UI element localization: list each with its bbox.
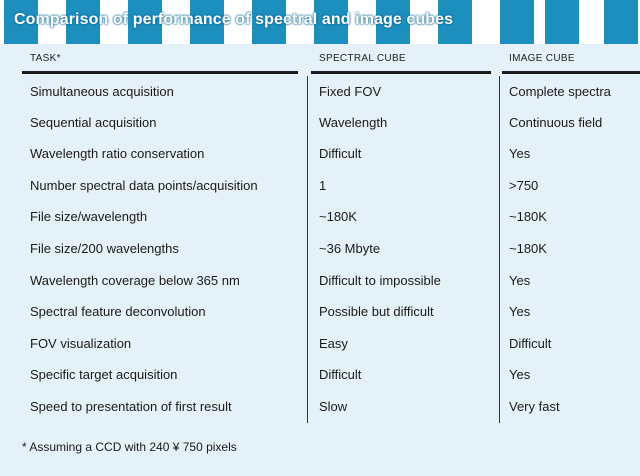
column-header-image-cube: IMAGE CUBE: [509, 53, 575, 64]
image-cube-cell: ~180K: [509, 241, 547, 256]
task-cell: Wavelength coverage below 365 nm: [30, 273, 240, 288]
spectral-cube-cell: Easy: [319, 336, 348, 351]
spectral-cube-cell: 1: [319, 178, 327, 193]
image-cube-cell: Very fast: [509, 399, 560, 414]
task-cell: Sequential acquisition: [30, 115, 157, 130]
banner-stripe: [128, 0, 162, 44]
task-cell: File size/wavelength: [30, 209, 148, 224]
table-row: Wavelength ratio conservation Difficult …: [0, 138, 640, 169]
task-cell: Wavelength ratio conservation: [30, 146, 205, 161]
banner-stripe: [500, 0, 534, 44]
header-rule: [22, 71, 298, 74]
spectral-cube-cell: Fixed FOV: [319, 84, 382, 99]
image-cube-cell: Difficult: [509, 336, 552, 351]
spectral-cube-cell: Difficult to impossible: [319, 273, 441, 288]
table-row: Spectral feature deconvolution Possible …: [0, 296, 640, 327]
spectral-cube-cell: ~36 Mbyte: [319, 241, 381, 256]
image-cube-cell: Yes: [509, 304, 531, 319]
image-cube-cell: >750: [509, 178, 539, 193]
spectral-cube-cell: Slow: [319, 399, 348, 414]
task-cell: File size/200 wavelengths: [30, 241, 179, 256]
table-footnote: * Assuming a CCD with 240 ¥ 750 pixels: [22, 440, 237, 454]
banner-stripe: [604, 0, 638, 44]
task-cell: Number spectral data points/acquisition: [30, 178, 258, 193]
banner-stripe: [252, 0, 286, 44]
task-cell: Specific target acquisition: [30, 367, 178, 382]
spectral-cube-cell: Difficult: [319, 146, 362, 161]
header-rule: [502, 71, 640, 74]
table-row: File size/200 wavelengths ~36 Mbyte ~180…: [0, 233, 640, 264]
banner-stripe: [376, 0, 410, 44]
table-row: Sequential acquisition Wavelength Contin…: [0, 107, 640, 138]
header-rule: [311, 71, 491, 74]
spectral-cube-cell: Possible but difficult: [319, 304, 434, 319]
table-row: Number spectral data points/acquisition …: [0, 170, 640, 201]
spectral-cube-cell: Difficult: [319, 367, 362, 382]
image-cube-cell: Complete spectra: [509, 84, 611, 99]
table-row: Simultaneous acquisition Fixed FOV Compl…: [0, 76, 640, 107]
image-cube-cell: Yes: [509, 273, 531, 288]
image-cube-cell: Yes: [509, 146, 531, 161]
table-title: Comparison of performance of spectral an…: [14, 11, 454, 28]
banner-stripe: [438, 0, 472, 44]
task-cell: FOV visualization: [30, 336, 132, 351]
column-header-spectral-cube: SPECTRAL CUBE: [319, 53, 406, 64]
table-row: Wavelength coverage below 365 nm Difficu…: [0, 265, 640, 296]
title-banner: Comparison of performance of spectral an…: [0, 0, 640, 44]
image-cube-cell: Continuous field: [509, 115, 603, 130]
table-row: Speed to presentation of first result Sl…: [0, 391, 640, 422]
table-row: Specific target acquisition Difficult Ye…: [0, 359, 640, 390]
task-cell: Spectral feature deconvolution: [30, 304, 206, 319]
banner-stripe: [66, 0, 100, 44]
table-row: FOV visualization Easy Difficult: [0, 328, 640, 359]
spectral-cube-cell: ~180K: [319, 209, 357, 224]
task-cell: Speed to presentation of first result: [30, 399, 232, 414]
image-cube-cell: ~180K: [509, 209, 547, 224]
banner-stripe: [314, 0, 348, 44]
banner-stripe: [545, 0, 579, 44]
task-cell: Simultaneous acquisition: [30, 84, 174, 99]
column-header-task: TASK*: [30, 53, 61, 64]
column-divider: [307, 76, 308, 423]
image-cube-cell: Yes: [509, 367, 531, 382]
table-row: File size/wavelength ~180K ~180K: [0, 201, 640, 232]
column-divider: [499, 76, 500, 423]
spectral-cube-cell: Wavelength: [319, 115, 388, 130]
banner-stripe: [4, 0, 38, 44]
banner-stripe: [190, 0, 224, 44]
